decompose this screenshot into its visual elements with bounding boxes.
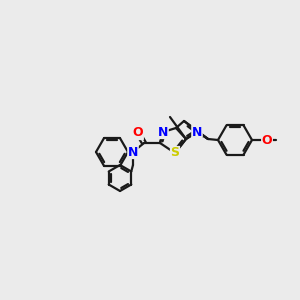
- Text: N: N: [158, 125, 168, 139]
- Text: S: S: [170, 146, 179, 160]
- Text: O: O: [262, 134, 272, 146]
- Text: N: N: [192, 125, 202, 139]
- Text: N: N: [128, 146, 138, 158]
- Text: O: O: [133, 127, 143, 140]
